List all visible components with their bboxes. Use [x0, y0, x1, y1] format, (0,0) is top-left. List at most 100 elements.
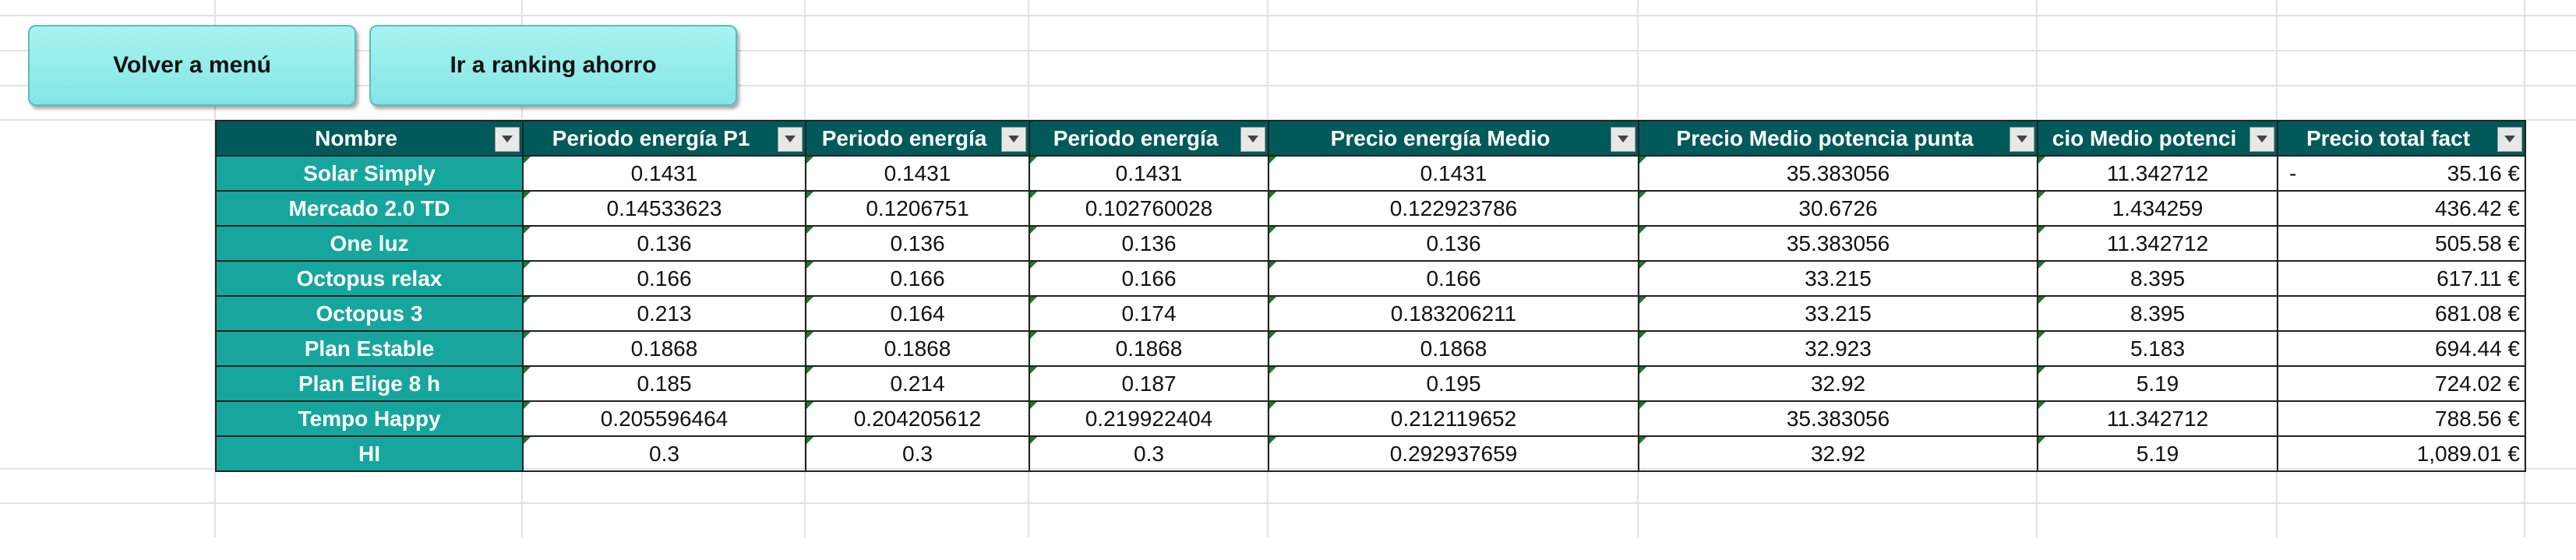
filter-dropdown[interactable] [2010, 127, 2034, 152]
total-value: 724.02 € [2435, 371, 2520, 396]
table-body: Solar Simply 0.1431 0.1431 0.1431 0.1431 35.3… [215, 155, 2526, 472]
name-cell: Tempo Happy [215, 400, 524, 437]
total-value: 1,089.01 € [2416, 441, 2520, 466]
column-header: Precio total fact [2277, 120, 2526, 157]
name-cell: Octopus relax [215, 260, 524, 297]
table-row: HI 0.3 0.3 0.3 0.292937659 32.92 5.19 1,089.01 … [215, 435, 2526, 472]
value-cell: 8.395 [2037, 295, 2278, 332]
value-cell: 35.383056 [1638, 225, 2038, 262]
value-cell: 0.212119652 [1268, 400, 1639, 437]
menu-button[interactable]: Volver a menú [28, 25, 356, 106]
ranking-button[interactable]: Ir a ranking ahorro [369, 25, 737, 106]
total-value: 35.16 € [2447, 160, 2520, 185]
table-row: Mercado 2.0 TD 0.14533623 0.1206751 0.10276… [215, 190, 2526, 227]
total-cell: 1,089.01 € [2277, 435, 2526, 472]
value-cell: 0.166 [805, 260, 1030, 297]
value-cell: 32.923 [1638, 330, 2038, 367]
value-cell: 0.164 [805, 295, 1030, 332]
total-value: 788.56 € [2435, 406, 2520, 431]
value-cell: 5.183 [2037, 330, 2278, 367]
value-cell: 32.92 [1638, 435, 2038, 472]
total-value: 505.58 € [2435, 231, 2520, 255]
value-cell: 0.213 [522, 295, 806, 332]
value-cell: 0.1868 [1268, 330, 1639, 367]
table-row: Octopus relax 0.166 0.166 0.166 0.166 33.215 8… [215, 260, 2526, 297]
total-cell: 505.58 € [2277, 225, 2526, 262]
sign: - [2289, 160, 2297, 185]
total-value: 681.08 € [2435, 301, 2520, 326]
table-row: Plan Elige 8 h 0.185 0.214 0.187 0.195 32.92 5… [215, 365, 2526, 402]
value-cell: 0.136 [522, 225, 806, 262]
value-cell: 0.195 [1268, 365, 1639, 402]
column-header: Precio energía Medio [1268, 120, 1639, 157]
table-row: Octopus 3 0.213 0.164 0.174 0.183206211 33.21… [215, 295, 2526, 332]
value-cell: 35.383056 [1638, 400, 2038, 437]
total-cell: 617.11 € [2277, 260, 2526, 297]
table-row: Plan Estable 0.1868 0.1868 0.1868 0.1868 32.9… [215, 330, 2526, 367]
value-cell: 0.219922404 [1029, 400, 1269, 437]
value-cell: 0.1868 [805, 330, 1030, 367]
filter-dropdown[interactable] [2250, 127, 2274, 152]
filter-dropdown[interactable] [2497, 127, 2522, 152]
header-text: Precio total fact [2306, 125, 2471, 150]
value-cell: 0.3 [522, 435, 806, 472]
column-header: Periodo energía [1029, 120, 1269, 157]
column-header: Nombre [215, 120, 524, 157]
value-cell: 0.166 [1029, 260, 1269, 297]
value-cell: 11.342712 [2037, 400, 2278, 437]
header-text: Precio Medio potencia punta [1676, 125, 1974, 150]
value-cell: 0.183206211 [1268, 295, 1639, 332]
filter-dropdown[interactable] [1240, 127, 1265, 152]
filter-dropdown[interactable] [1001, 127, 1026, 152]
header-text: cio Medio potenci [2052, 125, 2237, 150]
value-cell: 0.214 [805, 365, 1030, 402]
value-cell: 0.1431 [1268, 155, 1639, 192]
value-cell: 0.3 [805, 435, 1030, 472]
filter-dropdown[interactable] [495, 127, 520, 152]
value-cell: 0.136 [1029, 225, 1269, 262]
value-cell: 5.19 [2037, 365, 2278, 402]
value-cell: 0.1431 [1029, 155, 1269, 192]
column-header: Precio Medio potencia punta [1638, 120, 2038, 157]
total-value: 694.44 € [2435, 336, 2520, 361]
value-cell: 0.1206751 [805, 190, 1030, 227]
name-cell: Octopus 3 [215, 295, 524, 332]
value-cell: 0.166 [1268, 260, 1639, 297]
filter-dropdown[interactable] [778, 127, 803, 152]
value-cell: 1.434259 [2037, 190, 2278, 227]
value-cell: 0.204205612 [805, 400, 1030, 437]
value-cell: 0.1431 [805, 155, 1030, 192]
column-header: cio Medio potenci [2037, 120, 2278, 157]
value-cell: 0.1868 [1029, 330, 1269, 367]
data-table: Nombre Periodo energía P1 Periodo energía P… [215, 120, 2526, 472]
header-text: Periodo energía [1053, 125, 1219, 150]
value-cell: 0.14533623 [522, 190, 806, 227]
total-cell: 436.42 € [2277, 190, 2526, 227]
value-cell: 0.136 [805, 225, 1030, 262]
column-header: Periodo energía [805, 120, 1030, 157]
value-cell: 0.185 [522, 365, 806, 402]
table-row: One luz 0.136 0.136 0.136 0.136 35.383056 11.3… [215, 225, 2526, 262]
table-row: Solar Simply 0.1431 0.1431 0.1431 0.1431 35.3… [215, 155, 2526, 192]
value-cell: 0.1868 [522, 330, 806, 367]
value-cell: 33.215 [1638, 260, 2038, 297]
header-text: Periodo energía [821, 125, 987, 150]
total-value: 436.42 € [2435, 195, 2520, 220]
total-cell: 681.08 € [2277, 295, 2526, 332]
value-cell: 0.3 [1029, 435, 1269, 472]
value-cell: 0.205596464 [522, 400, 806, 437]
table-row: Tempo Happy 0.205596464 0.204205612 0.21992… [215, 400, 2526, 437]
header-text: Precio energía Medio [1330, 125, 1551, 150]
value-cell: 0.136 [1268, 225, 1639, 262]
value-cell: 11.342712 [2037, 225, 2278, 262]
name-cell: One luz [215, 225, 524, 262]
total-cell: - 35.16 € [2277, 155, 2526, 192]
header-text: Periodo energía P1 [552, 125, 750, 150]
value-cell: 30.6726 [1638, 190, 2038, 227]
value-cell: 35.383056 [1638, 155, 2038, 192]
name-cell: Mercado 2.0 TD [215, 190, 524, 227]
filter-dropdown[interactable] [1611, 127, 1636, 152]
header-row: Nombre Periodo energía P1 Periodo energía P… [215, 120, 2526, 157]
value-cell: 0.292937659 [1268, 435, 1639, 472]
